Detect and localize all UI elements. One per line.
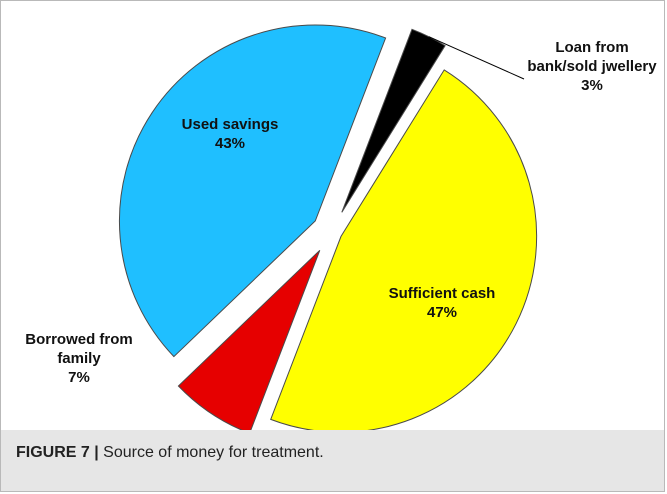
slice-label-borrowed-from-family: Borrowed from family 7% [25, 331, 133, 386]
slice-label-sufficient-cash: Sufficient cash 47% [389, 285, 496, 321]
slice-label-used-savings: Used savings 43% [182, 116, 279, 152]
slice-category: Used savings [182, 116, 279, 133]
slice-category: Loan from [555, 39, 628, 56]
slice-label-loan-bank-sold-jwellery: Loan from bank/sold jwellery 3% [527, 39, 657, 94]
slice-percent: 43% [215, 135, 245, 152]
slice-percent: 47% [427, 304, 457, 321]
slice-percent: 7% [68, 369, 90, 386]
caption-band [1, 430, 664, 491]
slice-category: Borrowed from [25, 331, 133, 348]
figure-label: FIGURE 7 | [16, 444, 99, 461]
pie-labels: Loan from bank/sold jwellery 3% Sufficient … [25, 36, 657, 386]
slice-category: bank/sold jwellery [527, 58, 657, 75]
pie-slice-sufficient-cash [270, 69, 538, 430]
slice-percent: 3% [581, 77, 603, 94]
pie-slice-borrowed-from-family [177, 249, 321, 430]
caption-text: Source of money for treatment. [98, 444, 324, 461]
pie-chart: Loan from bank/sold jwellery 3% Sufficient … [25, 24, 657, 430]
leader-line-loan [428, 36, 525, 80]
slice-category: Sufficient cash [389, 285, 496, 302]
figure-caption: FIGURE 7 | Source of money for treatment… [16, 444, 324, 462]
pie-slices [118, 24, 538, 430]
pie-slice-used-savings [118, 24, 387, 358]
slice-category: family [57, 350, 101, 367]
